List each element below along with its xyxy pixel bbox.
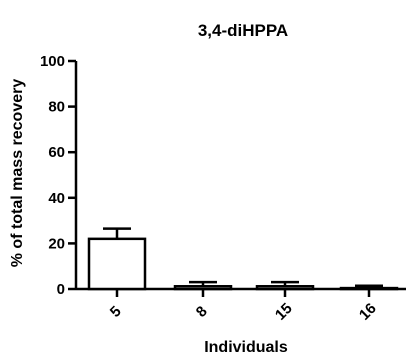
y-tick-label: 60 bbox=[48, 144, 65, 161]
bar-5 bbox=[87, 237, 147, 291]
y-tick-label: 100 bbox=[40, 53, 65, 70]
x-ticks: 5 8 15 16 bbox=[107, 289, 380, 324]
bar-16 bbox=[339, 286, 399, 291]
y-tick-label: 20 bbox=[48, 235, 65, 252]
bar-8 bbox=[173, 285, 233, 291]
y-tick-label: 0 bbox=[57, 281, 65, 298]
x-tick-label: 5 bbox=[107, 303, 125, 321]
x-axis-label: Individuals bbox=[204, 339, 288, 356]
bars bbox=[87, 227, 399, 291]
y-ticks: 0 20 40 60 80 100 bbox=[40, 53, 76, 298]
bar-15 bbox=[255, 285, 315, 291]
x-tick-label: 8 bbox=[193, 303, 211, 321]
x-tick-label: 15 bbox=[272, 300, 296, 324]
chart-title: 3,4-diHPPA bbox=[198, 21, 288, 40]
y-tick-label: 40 bbox=[48, 190, 65, 207]
y-axis-label: % of total mass recovery bbox=[9, 79, 26, 268]
y-tick-label: 80 bbox=[48, 99, 65, 116]
x-tick-label: 16 bbox=[356, 300, 380, 324]
